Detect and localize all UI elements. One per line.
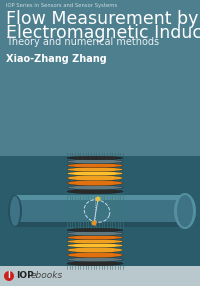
Ellipse shape: [67, 257, 123, 262]
Ellipse shape: [67, 231, 123, 236]
Bar: [15, 222, 185, 227]
Ellipse shape: [67, 171, 123, 176]
Text: I: I: [8, 271, 10, 281]
Bar: [0, 0, 200, 156]
Ellipse shape: [67, 180, 123, 186]
Ellipse shape: [67, 185, 123, 190]
Text: IOP: IOP: [16, 271, 34, 281]
Ellipse shape: [67, 167, 123, 172]
Ellipse shape: [10, 196, 20, 226]
Ellipse shape: [67, 175, 123, 181]
Ellipse shape: [177, 195, 193, 227]
Ellipse shape: [67, 163, 123, 168]
Bar: [15, 195, 185, 200]
Ellipse shape: [67, 228, 123, 232]
Text: Xiao-Zhang Zhang: Xiao-Zhang Zhang: [6, 54, 107, 64]
Text: Electromagnetic Induction: Electromagnetic Induction: [6, 24, 200, 42]
Ellipse shape: [67, 235, 123, 240]
Text: IOP Series in Sensors and Sensor Systems: IOP Series in Sensors and Sensor Systems: [6, 3, 117, 8]
Ellipse shape: [67, 189, 123, 194]
Ellipse shape: [67, 243, 123, 248]
Ellipse shape: [67, 252, 123, 258]
Text: Flow Measurement by: Flow Measurement by: [6, 10, 198, 28]
Ellipse shape: [67, 239, 123, 244]
Bar: [15, 195, 185, 227]
Ellipse shape: [8, 195, 22, 227]
Ellipse shape: [67, 261, 123, 266]
Circle shape: [4, 271, 14, 281]
Bar: [0, 266, 200, 286]
Ellipse shape: [67, 247, 123, 253]
Ellipse shape: [67, 159, 123, 164]
Ellipse shape: [96, 196, 101, 202]
Ellipse shape: [174, 193, 196, 229]
Text: ebooks: ebooks: [31, 271, 63, 281]
Bar: [0, 156, 200, 266]
Ellipse shape: [67, 156, 123, 160]
Text: Theory and numerical methods: Theory and numerical methods: [6, 37, 159, 47]
Ellipse shape: [92, 221, 96, 225]
